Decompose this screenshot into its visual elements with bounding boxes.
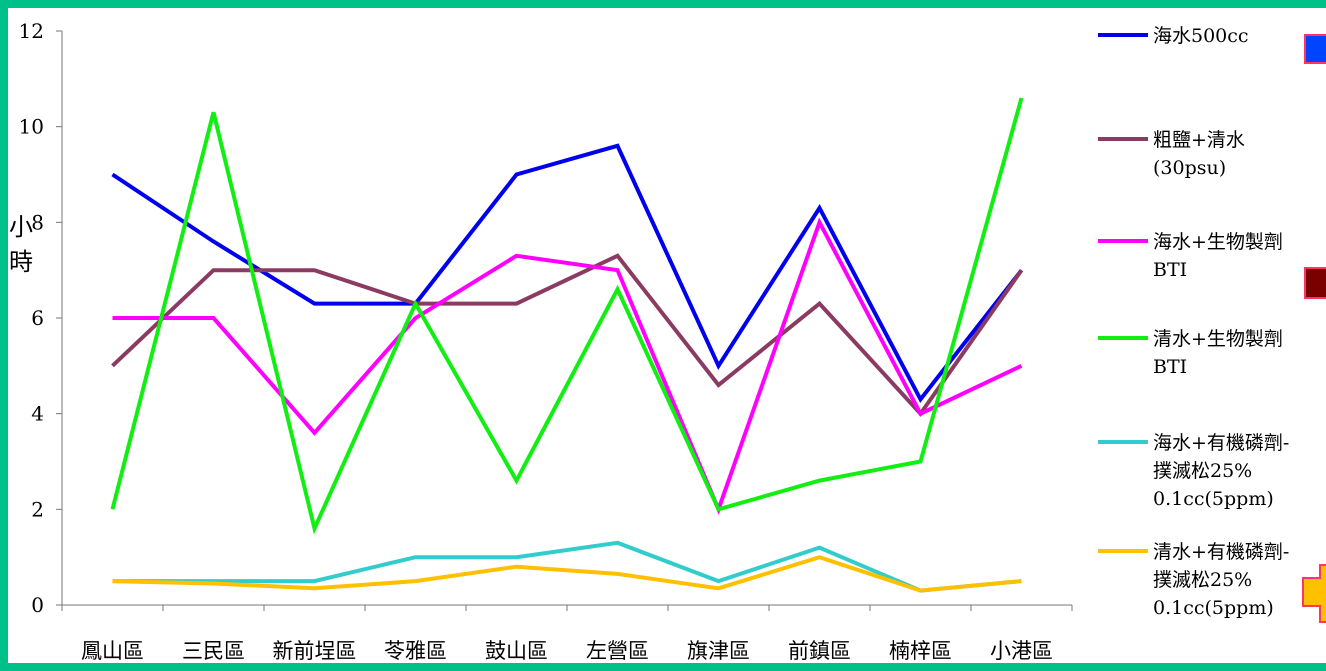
x-category-label: 小港區 <box>990 639 1053 663</box>
x-category-label: 前鎮區 <box>788 639 851 663</box>
x-category-label: 鼓山區 <box>485 639 548 663</box>
series-line-5 <box>112 540 1022 593</box>
legend-label: (30psu) <box>1153 157 1226 179</box>
legend-label: 0.1cc(5ppm) <box>1153 597 1274 619</box>
blue-marker <box>1304 34 1326 64</box>
x-category-label: 三民區 <box>182 639 245 663</box>
y-tick-label: 6 <box>31 306 44 330</box>
y-axis-label-char: 時 <box>9 248 33 276</box>
legend-label: 海水+生物製劑 <box>1153 231 1283 253</box>
y-axis-label-char: 小 <box>9 213 33 241</box>
legend-label: 清水+生物製劑 <box>1153 328 1283 350</box>
y-tick-label: 2 <box>31 497 44 521</box>
legend-label: 海水+有機磷劑- <box>1153 432 1289 454</box>
legend-label: 海水500cc <box>1153 25 1249 47</box>
y-tick-label: 12 <box>19 19 44 43</box>
series-line-6 <box>112 555 1022 593</box>
series-line-1 <box>111 143 1024 403</box>
legend-label: 撲滅松25% <box>1153 460 1252 482</box>
x-category-label: 鳳山區 <box>81 639 144 663</box>
y-ticks: 0 2 4 6 8 10 12 <box>19 19 62 617</box>
series-line-3 <box>112 217 1023 515</box>
legend-label: 清水+有機磷劑- <box>1153 541 1289 563</box>
series-line-4 <box>110 97 1024 535</box>
maroon-marker <box>1304 267 1326 299</box>
side-markers <box>1302 34 1326 623</box>
legend-label: 0.1cc(5ppm) <box>1153 488 1274 510</box>
y-axis-label: 小時 <box>9 213 33 276</box>
x-category-label: 左營區 <box>586 639 649 663</box>
legend-label: BTI <box>1153 259 1187 281</box>
series-line-2 <box>111 253 1024 417</box>
legend-label: 粗鹽+清水 <box>1153 129 1245 151</box>
x-ticks: 鳳山區 三民區 新前埕區 苓雅區 鼓山區 左營區 旗津區 前鎮區 楠梓區 小港區 <box>61 605 1073 663</box>
y-tick-label: 0 <box>31 593 44 617</box>
legend-label: 撲滅松25% <box>1153 569 1252 591</box>
y-tick-label: 8 <box>31 210 44 234</box>
x-category-label: 楠梓區 <box>889 639 952 663</box>
x-category-label: 旗津區 <box>687 639 750 663</box>
y-tick-label: 4 <box>31 402 44 426</box>
x-category-label: 苓雅區 <box>384 639 447 663</box>
legend: 海水500cc 粗鹽+清水 (30psu) 海水+生物製劑 BTI 清水+生物製劑 BTI 海… <box>1098 25 1289 619</box>
orange-marker <box>1302 564 1326 623</box>
x-category-label: 新前埕區 <box>273 639 357 663</box>
legend-label: BTI <box>1153 356 1187 378</box>
series-lines <box>110 97 1024 593</box>
y-tick-label: 10 <box>19 115 44 139</box>
